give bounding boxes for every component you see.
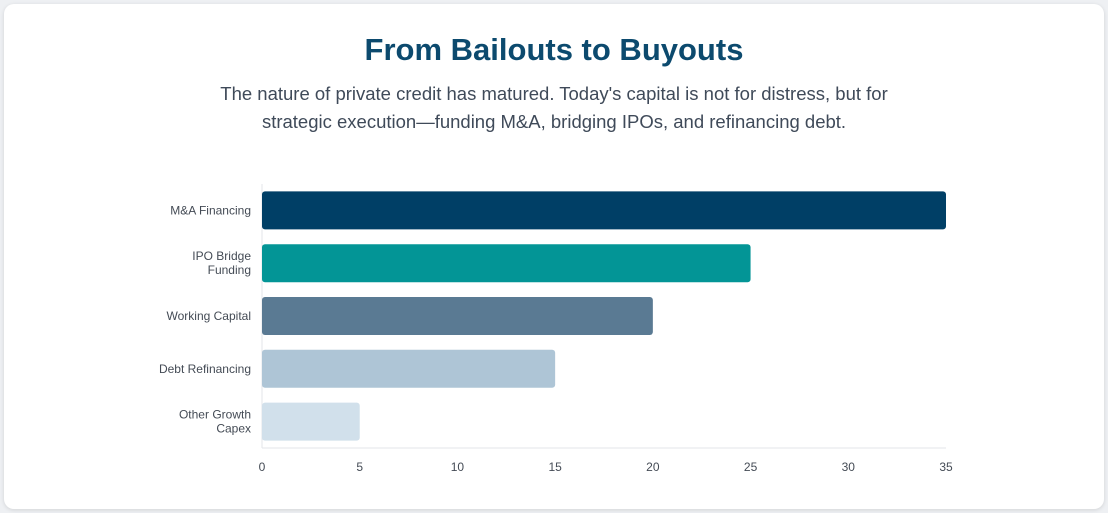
category-label-line: Other Growth — [179, 408, 251, 422]
x-tick-label: 5 — [356, 460, 363, 474]
x-tick-label: 10 — [451, 460, 465, 474]
x-tick-label: 20 — [646, 460, 660, 474]
x-tick-label: 30 — [842, 460, 856, 474]
bar-working-capital[interactable] — [262, 297, 653, 335]
bar-m-a-financing[interactable] — [262, 191, 946, 230]
category-label-line: Working Capital — [167, 309, 251, 323]
category-label: M&A Financing — [170, 203, 251, 217]
category-label-line: M&A Financing — [170, 203, 251, 217]
bar-other-growth-capex[interactable] — [262, 402, 360, 441]
x-tick-label: 25 — [744, 460, 758, 474]
bar-ipo-bridge-funding[interactable] — [262, 244, 751, 283]
x-tick-label: 0 — [259, 460, 266, 474]
chart-title: From Bailouts to Buyouts — [364, 32, 744, 67]
category-labels: M&A Financing IPO Bridge Funding Working Ca… — [159, 203, 251, 435]
x-tick-label: 15 — [548, 460, 562, 474]
chart-subtitle: The nature of private credit has matured… — [220, 83, 888, 132]
category-label-line: Funding — [208, 263, 251, 277]
bar-debt-refinancing[interactable] — [262, 349, 556, 388]
category-label-line: Debt Refinancing — [159, 362, 251, 376]
x-tick-labels: 0 5 10 15 20 25 30 35 — [259, 460, 953, 474]
chart-bars — [262, 191, 946, 441]
category-label: IPO Bridge Funding — [192, 249, 251, 277]
category-label: Debt Refinancing — [159, 362, 251, 376]
category-label-line: IPO Bridge — [192, 249, 251, 263]
category-label-line: Capex — [216, 422, 251, 436]
x-tick-label: 35 — [939, 460, 953, 474]
category-label: Other Growth Capex — [179, 408, 251, 436]
category-label: Working Capital — [167, 309, 251, 323]
